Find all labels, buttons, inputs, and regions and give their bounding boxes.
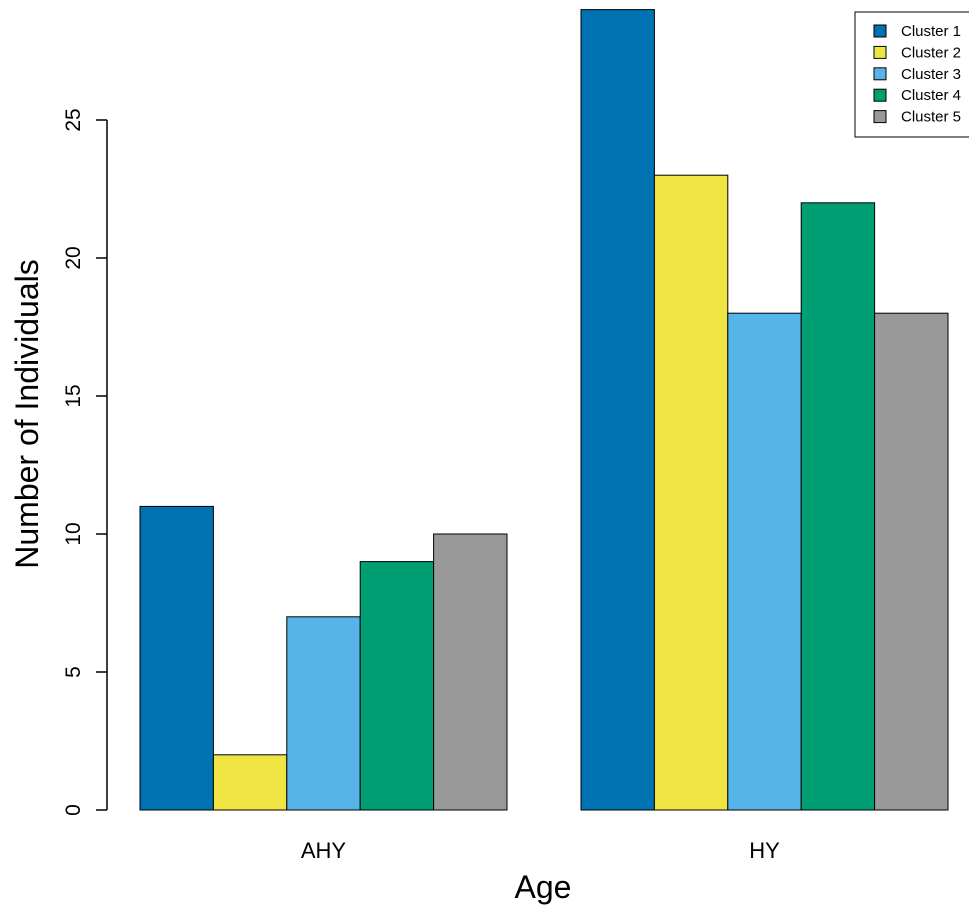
legend-swatch-cluster-1: [873, 24, 887, 38]
y-tick-label: 10: [62, 522, 85, 545]
legend-swatch-cluster-3: [873, 67, 887, 81]
bar-ahy-cluster-5: [433, 533, 508, 811]
x-category-label-hy: HY: [749, 838, 780, 863]
legend-label-cluster-3: Cluster 3: [901, 66, 961, 83]
bar-hy-cluster-2: [653, 174, 729, 811]
legend-label-cluster-4: Cluster 4: [901, 87, 961, 104]
bars-layer: [139, 9, 949, 811]
y-axis: 0 5 10 15 20 25: [62, 108, 108, 816]
bar-hy-cluster-4: [800, 202, 876, 811]
legend-label-cluster-5: Cluster 5: [901, 109, 961, 126]
y-tick-label: 15: [62, 384, 85, 407]
x-axis-title: Age: [515, 869, 572, 905]
x-category-label-ahy: AHY: [301, 838, 347, 863]
bar-hy-cluster-3: [727, 312, 802, 811]
bar-hy-cluster-1: [580, 9, 655, 811]
legend-swatch-cluster-2: [873, 45, 887, 59]
y-tick-label: 5: [62, 666, 85, 678]
legend-swatch-cluster-4: [873, 88, 887, 102]
y-axis-title: Number of Individuals: [9, 259, 45, 568]
legend: Cluster 1 Cluster 2 Cluster 3 Cluster 4 Clus…: [854, 11, 969, 138]
bar-ahy-cluster-1: [139, 505, 214, 811]
legend-label-cluster-2: Cluster 2: [901, 44, 961, 61]
x-axis: AHY HY: [301, 838, 780, 863]
y-tick-label: 0: [62, 804, 85, 816]
bar-ahy-cluster-2: [212, 754, 288, 811]
bar-ahy-cluster-4: [359, 561, 435, 811]
y-tick-label: 25: [62, 108, 85, 131]
y-tick-label: 20: [62, 246, 85, 269]
bar-ahy-cluster-3: [286, 616, 361, 811]
legend-label-cluster-1: Cluster 1: [901, 23, 961, 40]
legend-swatch-cluster-5: [873, 110, 887, 124]
bar-hy-cluster-5: [874, 312, 949, 811]
